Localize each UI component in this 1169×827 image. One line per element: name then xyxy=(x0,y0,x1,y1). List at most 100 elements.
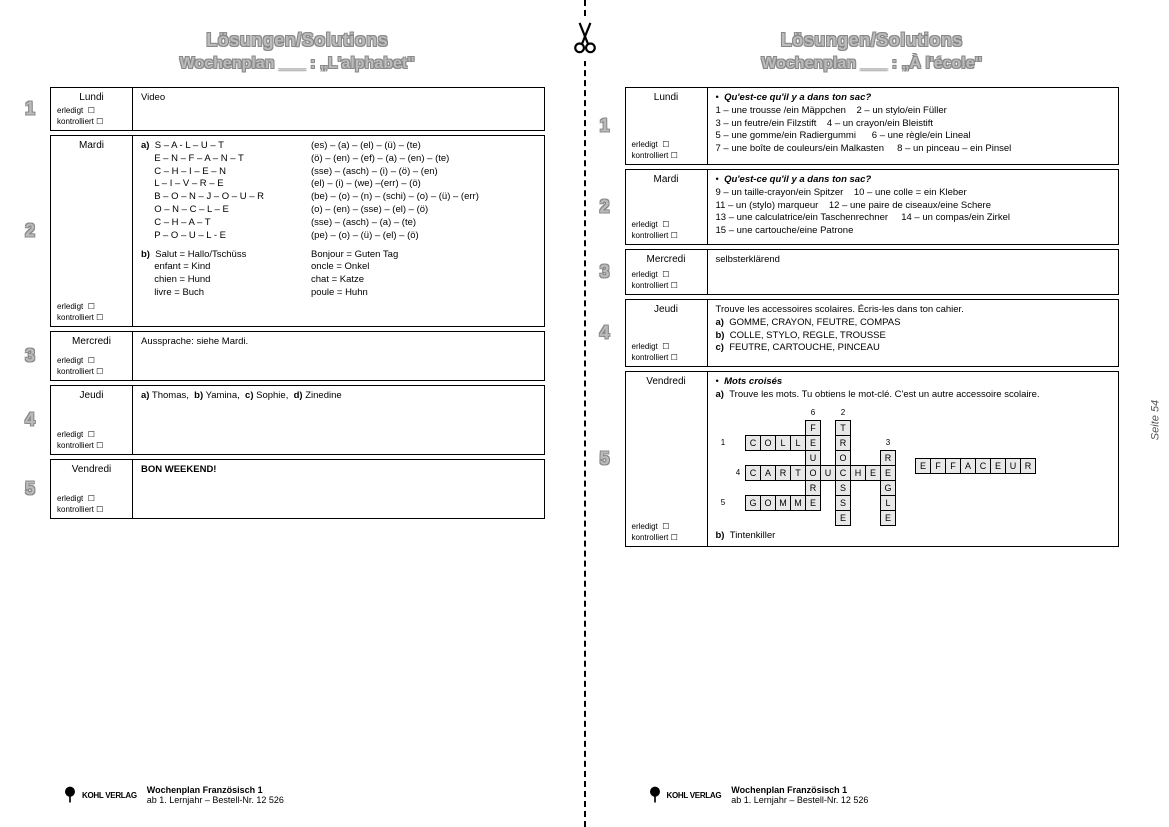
day-column: Vendredierledigt ☐kontrolliert ☐ xyxy=(626,372,708,546)
crossword-cell: 4 xyxy=(730,465,746,481)
crossword-cell xyxy=(760,450,776,466)
cut-line xyxy=(584,0,586,827)
crossword-cell xyxy=(775,510,791,526)
day-column: Mardi erledigt ☐ kontrolliert ☐ xyxy=(51,136,133,326)
crossword-cell: R xyxy=(835,435,851,451)
erledigt-checkbox[interactable]: erledigt ☐ xyxy=(57,430,126,439)
day-column: Lundi erledigt ☐ kontrolliert ☐ xyxy=(51,88,133,130)
crossword-row: EE xyxy=(716,511,896,526)
day-block: 5Vendredierledigt ☐kontrolliert ☐• Mots … xyxy=(625,371,1120,547)
crossword-cell: S xyxy=(835,480,851,496)
crossword-cell xyxy=(865,480,881,496)
crossword-cell: O xyxy=(760,435,776,451)
erledigt-checkbox[interactable]: erledigt ☐ xyxy=(632,220,701,229)
day-name: Jeudi xyxy=(632,304,701,315)
day-column: Vendredierledigt ☐kontrolliert ☐ xyxy=(51,460,133,518)
solution-cell: R xyxy=(1020,458,1036,474)
crossword-row: FT xyxy=(716,421,896,436)
day-column: Mercredi erledigt ☐ kontrolliert ☐ xyxy=(51,332,133,380)
kontrolliert-checkbox[interactable]: kontrolliert ☐ xyxy=(632,533,701,542)
kontrolliert-checkbox[interactable]: kontrolliert ☐ xyxy=(632,151,701,160)
crossword-cell xyxy=(745,510,761,526)
row-number: 3 xyxy=(600,262,610,283)
crossword-cell: T xyxy=(790,465,806,481)
crossword-cell xyxy=(715,405,731,421)
crossword-cell xyxy=(730,450,746,466)
crossword-cell xyxy=(850,435,866,451)
kontrolliert-checkbox[interactable]: kontrolliert ☐ xyxy=(632,353,701,362)
crossword-cell xyxy=(730,420,746,436)
erledigt-checkbox[interactable]: erledigt ☐ xyxy=(57,302,126,311)
row-number: 1 xyxy=(25,99,35,120)
footer: KOHL VERLAGWochenplan Französisch 1ab 1.… xyxy=(60,785,284,805)
day-column: Mercredierledigt ☐kontrolliert ☐ xyxy=(626,250,708,294)
solution-cell: E xyxy=(915,458,931,474)
day-name: Mardi xyxy=(57,140,126,151)
kontrolliert-checkbox[interactable]: kontrolliert ☐ xyxy=(57,313,126,322)
crossword-cell xyxy=(715,510,731,526)
crossword-cell xyxy=(730,435,746,451)
day-name: Mardi xyxy=(632,174,701,185)
crossword-cell xyxy=(820,435,836,451)
crossword-cell: M xyxy=(775,495,791,511)
solution-cell: U xyxy=(1005,458,1021,474)
crossword-cell xyxy=(715,480,731,496)
erledigt-checkbox[interactable]: erledigt ☐ xyxy=(57,356,126,365)
day-column: Mardi erledigt ☐ kontrolliert ☐ xyxy=(626,170,708,244)
crossword-cell xyxy=(850,420,866,436)
kontrolliert-checkbox[interactable]: kontrolliert ☐ xyxy=(57,367,126,376)
crossword-cell: C xyxy=(835,465,851,481)
row-number: 4 xyxy=(25,410,35,431)
crossword-cell xyxy=(730,405,746,421)
day-column: Lundierledigt ☐kontrolliert ☐ xyxy=(626,88,708,164)
crossword-solution: EFFACEUR xyxy=(916,458,1036,473)
erledigt-checkbox[interactable]: erledigt ☐ xyxy=(632,522,701,531)
day-content: • Qu'est-ce qu'il y a dans ton sac?9 – u… xyxy=(708,170,1119,244)
day-content: Aussprache: siehe Mardi. xyxy=(133,332,544,380)
crossword-row: 62 xyxy=(716,406,896,421)
crossword-cell: R xyxy=(880,450,896,466)
crossword-row: 5GOMMESL xyxy=(716,496,896,511)
crossword-cell: L xyxy=(775,435,791,451)
crossword-cell xyxy=(745,450,761,466)
crossword-cell xyxy=(850,510,866,526)
day-content: Trouve les accessoires scolaires. Écris-… xyxy=(708,300,1119,366)
kontrolliert-checkbox[interactable]: kontrolliert ☐ xyxy=(57,117,126,126)
left-page: Lösungen/Solutions Wochenplan ___ : „L'a… xyxy=(0,0,585,827)
footer-text: Wochenplan Französisch 1ab 1. Lernjahr –… xyxy=(147,785,284,805)
erledigt-checkbox[interactable]: erledigt ☐ xyxy=(632,270,701,279)
crossword-cell xyxy=(760,510,776,526)
crossword-row: 1COLLER3 xyxy=(716,436,896,451)
crossword-cell xyxy=(865,435,881,451)
footer-text: Wochenplan Französisch 1ab 1. Lernjahr –… xyxy=(731,785,868,805)
erledigt-checkbox[interactable]: erledigt ☐ xyxy=(57,106,126,115)
solution-cell: C xyxy=(975,458,991,474)
day-column: Jeudierledigt ☐kontrolliert ☐ xyxy=(51,386,133,454)
day-name: Lundi xyxy=(57,92,126,103)
crossword-cell: 6 xyxy=(805,405,821,421)
crossword-cell xyxy=(805,510,821,526)
crossword-cell xyxy=(715,450,731,466)
footer: KOHL VERLAGWochenplan Französisch 1ab 1.… xyxy=(645,785,869,805)
day-content: selbsterklärend xyxy=(708,250,1119,294)
crossword-cell xyxy=(760,420,776,436)
kontrolliert-checkbox[interactable]: kontrolliert ☐ xyxy=(632,281,701,290)
crossword-cell: E xyxy=(880,510,896,526)
erledigt-checkbox[interactable]: erledigt ☐ xyxy=(57,494,126,503)
day-name: Mercredi xyxy=(57,336,126,347)
crossword-cell: U xyxy=(820,465,836,481)
crossword-cell xyxy=(865,495,881,511)
erledigt-checkbox[interactable]: erledigt ☐ xyxy=(632,140,701,149)
crossword-cell: U xyxy=(805,450,821,466)
crossword-cell: A xyxy=(760,465,776,481)
kontrolliert-checkbox[interactable]: kontrolliert ☐ xyxy=(57,505,126,514)
kontrolliert-checkbox[interactable]: kontrolliert ☐ xyxy=(57,441,126,450)
crossword-cell xyxy=(820,495,836,511)
crossword-cell xyxy=(850,450,866,466)
row-number: 2 xyxy=(600,197,610,218)
kontrolliert-checkbox[interactable]: kontrolliert ☐ xyxy=(632,231,701,240)
erledigt-checkbox[interactable]: erledigt ☐ xyxy=(632,342,701,351)
day-block: 3Mercredierledigt ☐kontrolliert ☐Ausspra… xyxy=(50,331,545,381)
crossword-cell xyxy=(820,510,836,526)
crossword-cell xyxy=(745,405,761,421)
